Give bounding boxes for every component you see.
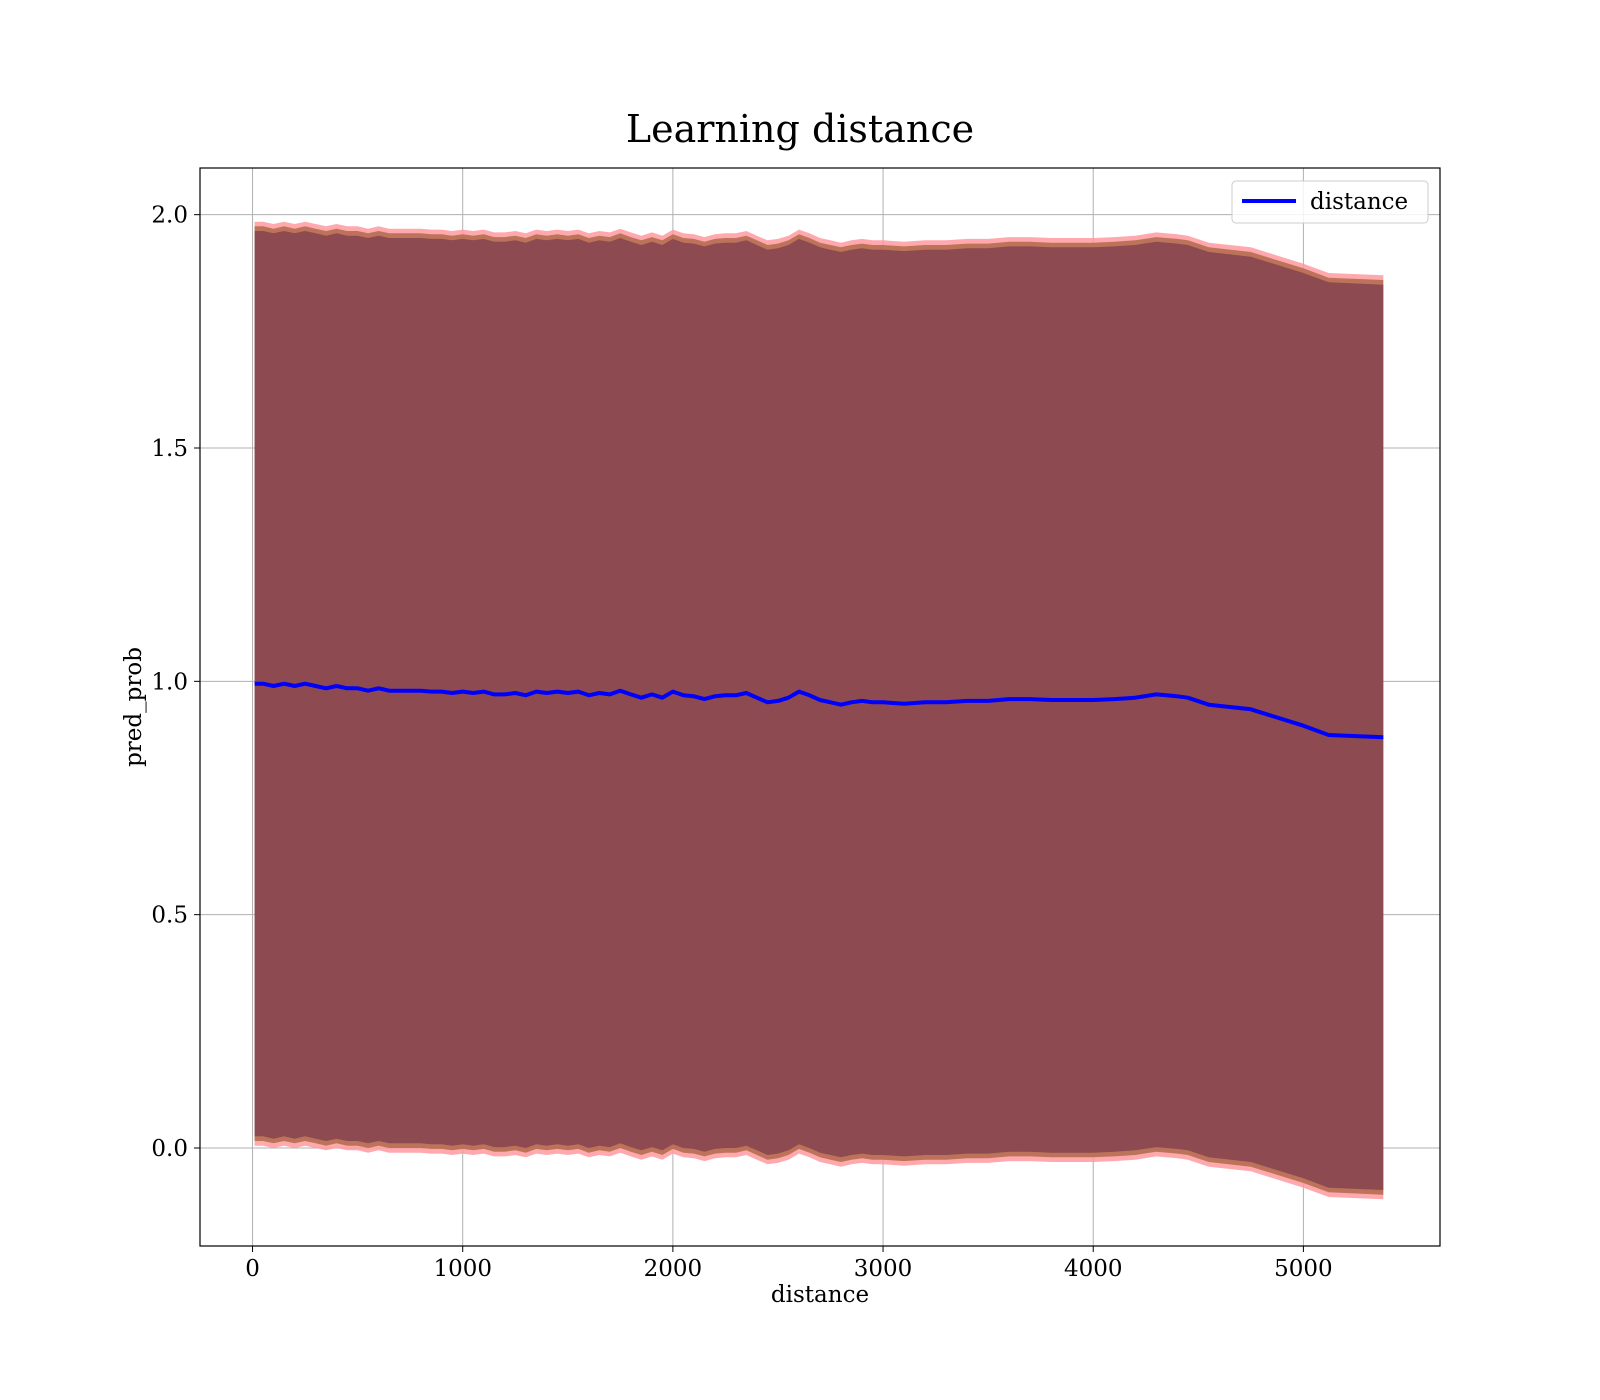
legend: distance bbox=[1231, 180, 1429, 224]
x-tick-label: 3000 bbox=[854, 1256, 913, 1282]
band-inner bbox=[254, 231, 1384, 1190]
x-axis-label: distance bbox=[771, 1282, 869, 1308]
legend-box bbox=[1231, 180, 1429, 224]
plot-frame bbox=[199, 167, 1441, 1247]
series-lines bbox=[254, 681, 1384, 740]
x-tick-label: 1000 bbox=[433, 1256, 492, 1282]
y-tick-label: 0.0 bbox=[151, 1136, 188, 1162]
y-tick-label: 1.5 bbox=[151, 436, 188, 462]
legend-label-distance: distance bbox=[1310, 189, 1408, 215]
y-axis-ticks: 0.0 0.5 1.0 1.5 2.0 bbox=[151, 203, 200, 1162]
plot-area bbox=[199, 167, 1441, 1247]
y-tick-label: 1.0 bbox=[151, 669, 188, 695]
x-tick-label: 5000 bbox=[1274, 1256, 1333, 1282]
x-tick-label: 0 bbox=[245, 1256, 260, 1282]
x-tick-label: 2000 bbox=[644, 1256, 703, 1282]
chart-title: Learning distance bbox=[626, 107, 974, 151]
x-axis-ticks: 0 1000 2000 3000 4000 5000 bbox=[245, 1246, 1333, 1282]
uncertainty-bands bbox=[254, 221, 1384, 1200]
y-tick-label: 0.5 bbox=[151, 903, 188, 929]
y-axis-label: pred_prob bbox=[121, 647, 147, 767]
series-line-distance bbox=[254, 681, 1384, 740]
x-tick-label: 4000 bbox=[1064, 1256, 1123, 1282]
y-tick-label: 2.0 bbox=[151, 203, 188, 229]
